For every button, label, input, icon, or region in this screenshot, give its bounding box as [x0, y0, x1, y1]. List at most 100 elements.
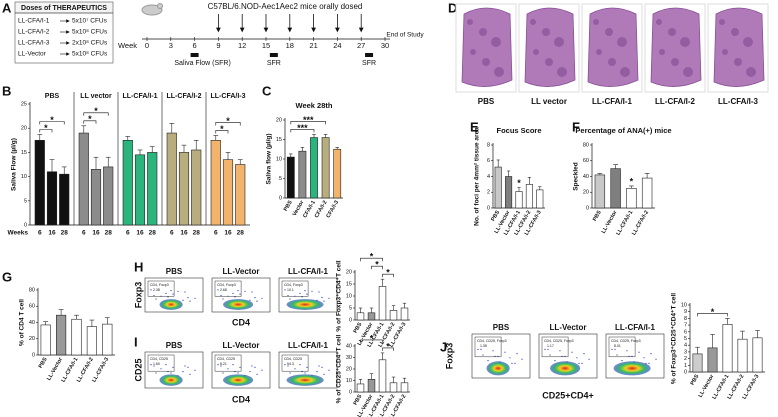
week-number: 12: [238, 41, 246, 50]
flow-column-label: PBS: [493, 323, 510, 332]
histology-label: LL-CFA/I-1: [592, 97, 633, 106]
tissue-texture: [683, 67, 693, 77]
flow-event-dot: [220, 294, 222, 297]
y-tick-label: 3: [684, 349, 687, 355]
flow-event-dot: [194, 297, 196, 299]
significance-bracket: [697, 313, 728, 317]
tissue-texture: [467, 19, 473, 25]
x-tick-label: 16: [92, 230, 100, 237]
flow-event-dot: [256, 300, 258, 302]
flow-gate: [474, 336, 502, 358]
gate-name: CD4, CD25: [284, 357, 302, 361]
bar: [389, 310, 398, 321]
bar: [722, 324, 733, 373]
y-tick-label: 9: [684, 309, 687, 315]
week-number: 15: [262, 41, 270, 50]
flow-event-dot: [299, 364, 301, 366]
y-tick-label: 40: [346, 343, 352, 349]
y-tick-label: 20: [21, 126, 27, 132]
y-axis-label: Saliva flow (µl/g): [266, 133, 273, 184]
y-tick-label: 5: [684, 336, 687, 342]
tissue-texture: [605, 28, 613, 36]
significance-label: *: [370, 252, 374, 262]
panel-label: C: [262, 83, 272, 98]
dose-amount: 5x10⁸ CFUs: [72, 51, 108, 58]
tissue-texture: [668, 28, 676, 36]
week-number: 3: [169, 41, 173, 50]
tissue-texture: [530, 19, 536, 25]
flow-event-dot: [487, 360, 489, 362]
flow-event-dot: [234, 296, 236, 298]
dose-amount: 2x10⁸ CFUs: [72, 40, 108, 47]
x-tick-label: 28: [149, 230, 157, 237]
gate-name: CD4, Foxp3: [150, 283, 169, 287]
significance-label: *: [386, 268, 390, 278]
y-tick-label: 20: [346, 366, 352, 372]
bar: [166, 132, 177, 226]
y-tick-label: 80: [583, 142, 589, 148]
panel-label: J: [440, 339, 447, 354]
flow-events: [223, 374, 254, 386]
x-tick-label: PBS: [490, 209, 501, 222]
sfr-bar: [365, 53, 374, 57]
y-tick-label: 10: [276, 156, 282, 162]
dose-group: LL-Vector: [18, 51, 47, 58]
y-tick-label: 15: [21, 150, 27, 156]
week-number: 27: [357, 41, 365, 50]
flow-event-dot: [232, 292, 234, 294]
flow-event-dot: [643, 357, 645, 359]
doses-box: [14, 12, 114, 64]
gate-name: CD4, CD25: [150, 357, 168, 361]
sfr-bar: [269, 53, 278, 57]
flow-event-dot: [165, 364, 167, 366]
flow-event-dot: [287, 294, 289, 297]
legend-label: LL-CFA/I-3: [211, 93, 246, 100]
tissue-texture: [545, 58, 553, 66]
x-tick-label: PBS: [353, 321, 364, 334]
significance-label: *: [370, 333, 374, 343]
bar: [71, 318, 82, 356]
bar: [78, 132, 89, 226]
bar: [298, 150, 307, 199]
tissue-texture: [722, 49, 728, 55]
bar: [494, 166, 502, 209]
y-axis-label: Speckled: [573, 162, 580, 191]
flow-event-dot: [549, 354, 551, 356]
flow-event-dot: [655, 358, 657, 360]
y-tick-label: 0: [32, 352, 35, 358]
flow-column-label: LL-Vector: [223, 341, 260, 350]
y-tick-label: 0: [24, 222, 27, 228]
flow-event-dot: [251, 365, 253, 367]
flow-event-dot: [232, 364, 234, 366]
week-number: 21: [309, 41, 317, 50]
flow-event-dot: [170, 372, 172, 374]
y-tick-label: 2: [487, 190, 490, 196]
flow-event-dot: [160, 368, 162, 370]
flow-event-dot: [284, 364, 286, 366]
y-tick-label: 8: [684, 316, 687, 322]
legend-label: PBS: [45, 93, 60, 100]
flow-event-dot: [177, 375, 179, 377]
bar: [536, 189, 544, 209]
flow-event-dot: [294, 368, 296, 370]
bar: [191, 149, 202, 226]
flow-event-dot: [237, 372, 239, 374]
flow-event-dot: [571, 351, 573, 353]
bar: [389, 382, 398, 393]
bar: [505, 176, 513, 209]
significance-label: *: [375, 260, 379, 270]
sfr-bar: [190, 53, 199, 57]
flow-events: [613, 361, 651, 376]
flow-events: [550, 361, 581, 376]
chart-title: Week 28th: [296, 101, 333, 110]
x-tick-label: PBS: [690, 373, 701, 386]
flow-gate: [147, 280, 175, 297]
flow-event-dot: [220, 365, 222, 367]
panel-label: G: [2, 269, 12, 284]
flow-event-dot: [237, 290, 239, 292]
flow-gate: [281, 354, 309, 372]
flow-event-dot: [177, 290, 179, 292]
x-tick-label: 28: [105, 230, 113, 237]
flow-event-dot: [299, 292, 301, 294]
week-number: 30: [381, 41, 389, 50]
